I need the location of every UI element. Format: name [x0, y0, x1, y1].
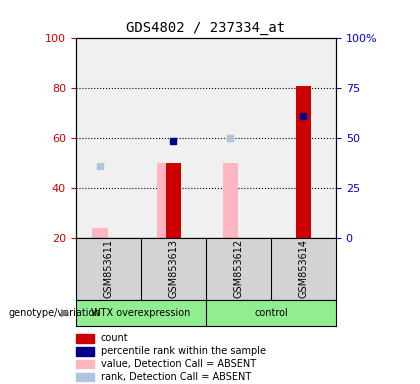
Text: control: control: [254, 308, 288, 318]
Bar: [76, 360, 94, 368]
Bar: [76, 334, 94, 343]
Text: percentile rank within the sample: percentile rank within the sample: [101, 346, 266, 356]
Text: GSM853612: GSM853612: [234, 239, 243, 298]
Text: count: count: [101, 333, 129, 343]
Text: genotype/variation: genotype/variation: [8, 308, 101, 318]
Text: GSM853613: GSM853613: [168, 239, 178, 298]
Text: value, Detection Call = ABSENT: value, Detection Call = ABSENT: [101, 359, 256, 369]
Text: ▶: ▶: [61, 308, 69, 318]
Bar: [76, 373, 94, 381]
Text: GSM853614: GSM853614: [299, 239, 308, 298]
Text: GSM853611: GSM853611: [103, 239, 113, 298]
Text: rank, Detection Call = ABSENT: rank, Detection Call = ABSENT: [101, 372, 251, 382]
Bar: [165, 163, 181, 238]
Text: WTX overexpression: WTX overexpression: [91, 308, 190, 318]
Bar: [296, 86, 311, 238]
Text: GDS4802 / 237334_at: GDS4802 / 237334_at: [126, 21, 285, 35]
Bar: [158, 163, 173, 238]
Bar: [92, 228, 108, 238]
Bar: [223, 163, 238, 238]
Bar: [76, 347, 94, 356]
